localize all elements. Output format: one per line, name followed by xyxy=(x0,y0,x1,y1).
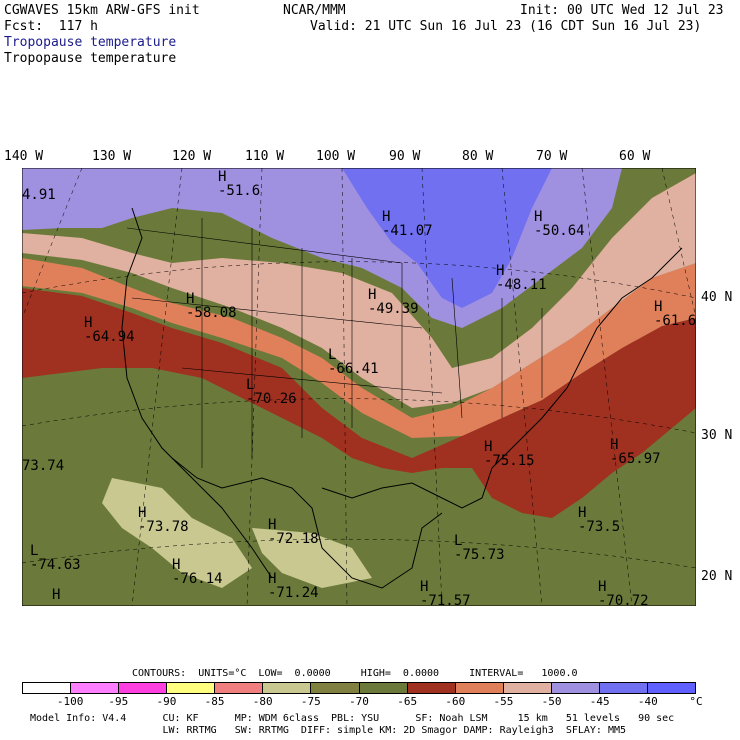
map-label: H -51.6 xyxy=(218,169,261,199)
forecast-hour: Fcst: 117 h xyxy=(4,19,98,34)
state-borders xyxy=(126,218,543,468)
band-light-olive xyxy=(102,478,252,588)
colorbar-label: -90 xyxy=(156,695,177,708)
map-canvas xyxy=(22,168,696,606)
lon-label: 110 W xyxy=(245,149,285,164)
colorbar-swatch xyxy=(648,683,696,693)
map-label: H -49.39 xyxy=(368,287,419,317)
colorbar-swatch xyxy=(407,683,456,693)
band-pink xyxy=(22,173,696,408)
colorbar-swatch xyxy=(311,683,360,693)
contour-info: CONTOURS: UNITS=°C LOW= 0.0000 HIGH= 0.0… xyxy=(132,668,578,679)
field-title-secondary: Tropopause temperature xyxy=(4,51,177,66)
lon-label: 60 W xyxy=(619,149,651,164)
map-label: H -48.11 xyxy=(496,263,547,293)
lat-label: 30 N xyxy=(701,428,733,443)
map-label: H -50.64 xyxy=(534,209,585,239)
lon-label: 120 W xyxy=(172,149,212,164)
colorbar-label: -55 xyxy=(493,695,514,708)
colorbar-label: -70 xyxy=(349,695,369,708)
colorbar-label: -45 xyxy=(589,695,610,708)
coastline xyxy=(321,247,683,509)
colorbar-swatch xyxy=(455,683,504,693)
colorbar xyxy=(22,682,696,694)
colorbar-swatch xyxy=(599,683,649,693)
colorbar-label: °C xyxy=(689,695,703,708)
lon-label: 80 W xyxy=(462,149,494,164)
colorbar-swatch xyxy=(215,683,264,693)
tropopause-temperature-map: 4.91 H -51.6 H -41.07 H -50.64 H -48.11 H -58… xyxy=(22,168,696,606)
lon-label: 130 W xyxy=(92,149,132,164)
colorbar-label: -80 xyxy=(252,695,273,708)
colorbar-swatch xyxy=(359,683,408,693)
colorbar-swatch xyxy=(263,683,312,693)
map-label: H -58.08 xyxy=(186,291,237,321)
lon-label: 70 W xyxy=(536,149,568,164)
map-label: H -70.72 xyxy=(598,579,649,606)
map-label: H -71.24 xyxy=(268,571,319,601)
colorbar-label: -75 xyxy=(300,695,321,708)
map-label: H xyxy=(52,587,61,603)
colorbar-label: -65 xyxy=(397,695,418,708)
map-label: H -41.07 xyxy=(382,209,433,239)
coastline xyxy=(121,207,273,579)
map-label: H -71.57 xyxy=(420,579,471,606)
map-label: 4.91 xyxy=(22,187,56,203)
map-label: L -75.73 xyxy=(454,533,505,563)
colorbar-swatch xyxy=(23,683,72,693)
band-orange xyxy=(22,258,696,438)
map-label: H -73.5 xyxy=(578,505,621,535)
band-light-olive xyxy=(252,528,372,588)
graticule xyxy=(22,168,696,606)
colorbar-label: -85 xyxy=(204,695,225,708)
map-label: L -70.26 xyxy=(246,377,297,407)
map-label: H -64.94 xyxy=(84,315,135,345)
model-info-line2: LW: RRTMG SW: RRTMG DIFF: simple KM: 2D … xyxy=(30,725,627,736)
band-blue xyxy=(342,168,552,308)
map-label: L -66.41 xyxy=(328,347,379,377)
lat-label: 40 N xyxy=(701,290,733,305)
coastline xyxy=(171,457,443,589)
map-label: 73.74 xyxy=(22,458,65,474)
colorbar-label: -40 xyxy=(637,695,658,708)
colorbar-swatch xyxy=(71,683,120,693)
colorbar-label: -100 xyxy=(56,695,84,708)
valid-time: Valid: 21 UTC Sun 16 Jul 23 (16 CDT Sun … xyxy=(310,19,702,34)
colorbar-swatch xyxy=(119,683,168,693)
lon-label: 90 W xyxy=(389,149,421,164)
map-label: H -73.78 xyxy=(138,505,189,535)
lat-label: 20 N xyxy=(701,569,733,584)
map-label: H -72.18 xyxy=(268,517,319,547)
lon-label: 140 W xyxy=(4,149,44,164)
band-dark-red xyxy=(22,288,696,518)
org-name: NCAR/MMM xyxy=(283,3,346,18)
colorbar-label: -50 xyxy=(541,695,562,708)
map-label: H -76.14 xyxy=(172,557,223,587)
field-title-primary: Tropopause temperature xyxy=(4,35,177,50)
map-label: H -61.6 xyxy=(654,299,696,329)
map-label: H -75.15 xyxy=(484,439,535,469)
map-label: H -65.97 xyxy=(610,437,661,467)
colorbar-label: -95 xyxy=(108,695,129,708)
colorbar-swatch xyxy=(167,683,216,693)
map-label: L -74.63 xyxy=(30,543,81,573)
model-info-line1: Model Info: V4.4 CU: KF MP: WDM 6class P… xyxy=(30,713,675,724)
colorbar-label: -60 xyxy=(445,695,466,708)
colorbar-swatch xyxy=(551,683,600,693)
init-time: Init: 00 UTC Wed 12 Jul 23 xyxy=(520,3,724,18)
lon-label: 100 W xyxy=(316,149,356,164)
model-title: CGWAVES 15km ARW-GFS init xyxy=(4,3,200,18)
colorbar-swatch xyxy=(503,683,552,693)
